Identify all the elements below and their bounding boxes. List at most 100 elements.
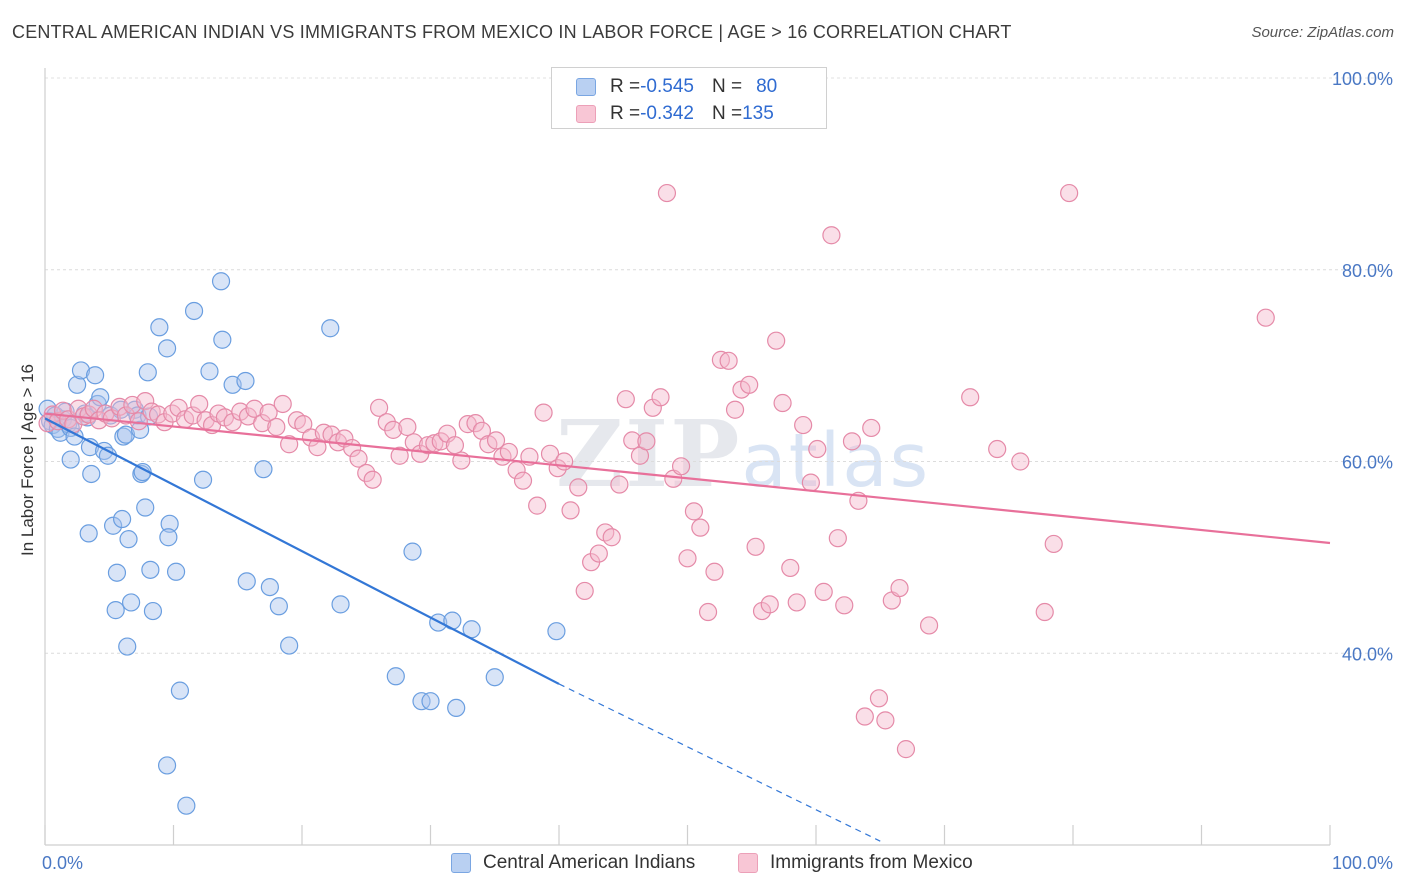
point-immigrants-from-mexico <box>540 444 560 463</box>
point-central-american-indians <box>403 542 422 561</box>
stats-legend: R = -0.545 N = 80 R = -0.342 N = 135 <box>551 67 827 129</box>
stats-row-pink: R = -0.342 N = 135 <box>576 102 774 126</box>
point-central-american-indians <box>138 363 157 382</box>
point-immigrants-from-mexico <box>835 596 854 615</box>
pink-swatch <box>738 853 758 873</box>
r-label: R = <box>610 103 641 124</box>
point-central-american-indians <box>386 667 405 686</box>
point-immigrants-from-mexico <box>1035 602 1054 622</box>
blue-swatch <box>451 853 471 873</box>
n-label: N = <box>711 103 743 124</box>
r-label: R = <box>610 76 641 97</box>
legend-label: Immigrants from Mexico <box>770 852 973 873</box>
point-central-american-indians <box>280 636 299 655</box>
series-immigrants-from-mexico <box>38 183 1275 759</box>
point-central-american-indians <box>79 524 98 543</box>
y-axis-label: In Labor Force | Age > 16 <box>18 363 37 557</box>
point-central-american-indians <box>104 516 123 535</box>
point-immigrants-from-mexico <box>678 549 697 568</box>
point-immigrants-from-mexico <box>711 350 731 369</box>
point-immigrants-from-mexico <box>589 544 608 563</box>
point-immigrants-from-mexico <box>794 415 813 435</box>
point-central-american-indians <box>200 362 219 381</box>
point-central-american-indians <box>150 318 169 337</box>
point-central-american-indians <box>177 796 196 815</box>
point-immigrants-from-mexico <box>684 502 704 521</box>
point-central-american-indians <box>136 498 155 517</box>
point-central-american-indians <box>68 375 87 394</box>
point-immigrants-from-mexico <box>569 478 588 497</box>
point-central-american-indians <box>86 366 105 385</box>
point-immigrants-from-mexico <box>919 616 939 635</box>
point-central-american-indians <box>331 595 350 614</box>
point-central-american-indians <box>547 622 566 641</box>
point-immigrants-from-mexico <box>890 578 909 598</box>
point-immigrants-from-mexico <box>384 420 403 439</box>
y-tick-label: 80.0% <box>1342 261 1393 281</box>
point-central-american-indians <box>114 427 133 446</box>
point-immigrants-from-mexico <box>610 475 629 494</box>
pink-swatch <box>576 105 596 123</box>
point-immigrants-from-mexico <box>657 183 677 203</box>
trend-lines <box>44 412 1331 842</box>
point-central-american-indians <box>157 339 177 358</box>
legend-item-immigrants-from-mexico: Immigrants from Mexico <box>738 852 973 874</box>
x-tick-label: 0.0% <box>42 853 83 873</box>
point-central-american-indians <box>184 301 204 321</box>
legend-item-central-american-indians: Central American Indians <box>451 852 695 874</box>
point-immigrants-from-mexico <box>1011 452 1030 471</box>
trend-line-immigrants-from-mexico <box>44 412 1331 545</box>
point-immigrants-from-mexico <box>691 518 710 537</box>
point-immigrants-from-mexico <box>273 394 292 414</box>
point-central-american-indians <box>91 388 110 407</box>
point-immigrants-from-mexico <box>822 226 841 245</box>
point-immigrants-from-mexico <box>169 398 188 417</box>
point-immigrants-from-mexico <box>705 562 724 581</box>
point-immigrants-from-mexico <box>280 435 299 454</box>
point-immigrants-from-mexico <box>445 436 465 455</box>
stats-row-blue: R = -0.545 N = 80 <box>576 75 777 99</box>
point-central-american-indians <box>166 562 186 581</box>
point-immigrants-from-mexico <box>651 388 670 407</box>
point-immigrants-from-mexico <box>190 394 209 414</box>
point-immigrants-from-mexico <box>259 403 278 422</box>
point-immigrants-from-mexico <box>746 537 765 556</box>
point-immigrants-from-mexico <box>988 439 1007 459</box>
point-immigrants-from-mexico <box>773 393 792 413</box>
point-immigrants-from-mexico <box>814 582 833 601</box>
point-immigrants-from-mexico <box>752 601 772 621</box>
point-immigrants-from-mexico <box>869 689 889 708</box>
point-immigrants-from-mexico <box>1060 183 1079 203</box>
point-immigrants-from-mexico <box>513 471 533 490</box>
point-immigrants-from-mexico <box>136 391 155 411</box>
point-central-american-indians <box>485 668 504 687</box>
point-immigrants-from-mexico <box>528 496 547 515</box>
point-immigrants-from-mexico <box>725 400 745 419</box>
point-central-american-indians <box>236 371 255 391</box>
trend-line-central-american-indians <box>44 417 560 685</box>
point-central-american-indians <box>118 637 137 656</box>
point-immigrants-from-mexico <box>602 528 621 547</box>
y-tick-label: 100.0% <box>1332 69 1393 89</box>
point-central-american-indians <box>160 514 179 533</box>
point-immigrants-from-mexico <box>245 399 264 418</box>
point-immigrants-from-mexico <box>623 431 642 450</box>
point-central-american-indians <box>119 530 138 549</box>
r-value: -0.342 <box>640 103 694 124</box>
r-value: -0.545 <box>640 76 694 97</box>
point-central-american-indians <box>211 272 231 291</box>
point-immigrants-from-mexico <box>671 457 691 476</box>
point-central-american-indians <box>447 698 466 717</box>
point-immigrants-from-mexico <box>828 529 847 548</box>
point-central-american-indians <box>61 450 80 469</box>
point-immigrants-from-mexico <box>534 403 553 422</box>
point-immigrants-from-mexico <box>855 707 874 726</box>
point-central-american-indians <box>254 460 273 479</box>
blue-swatch <box>576 78 596 96</box>
n-value: 80 <box>756 76 778 97</box>
point-central-american-indians <box>143 601 163 621</box>
point-immigrants-from-mexico <box>616 390 635 409</box>
point-central-american-indians <box>157 756 177 775</box>
n-label: N = <box>711 76 743 97</box>
